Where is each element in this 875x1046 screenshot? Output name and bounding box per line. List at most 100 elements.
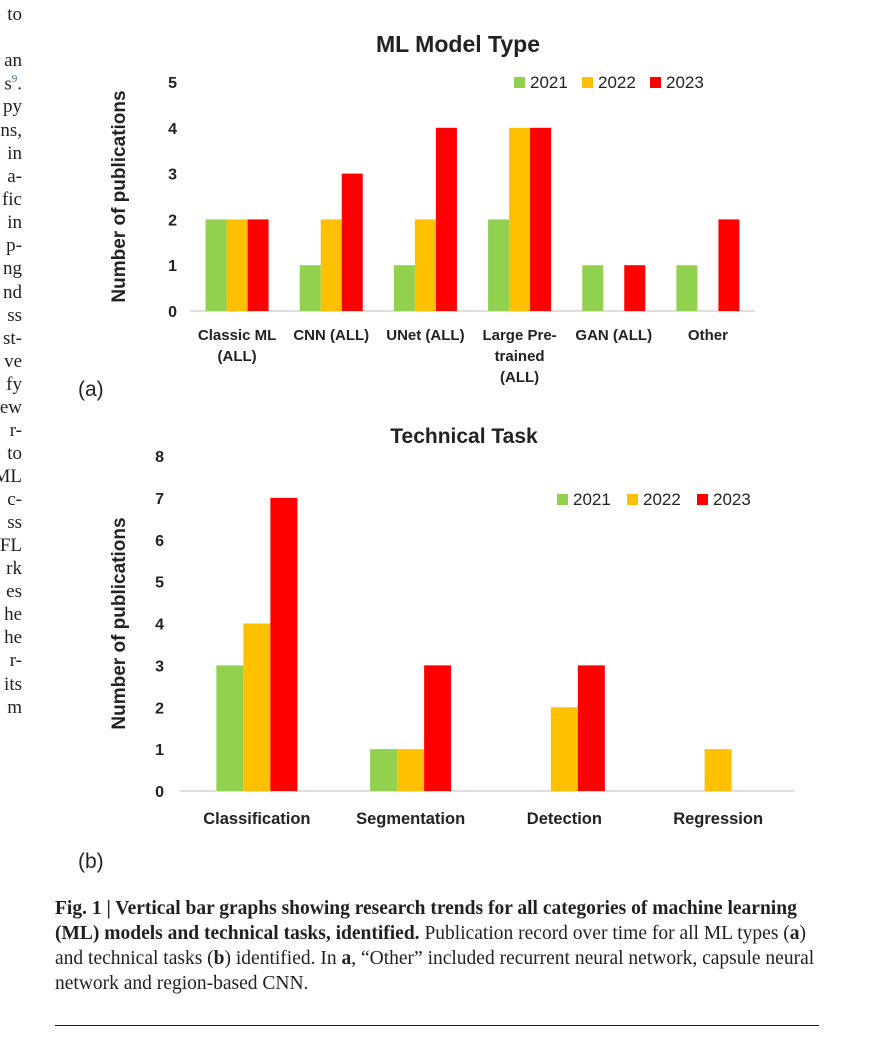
caption-rule xyxy=(55,1025,819,1026)
x-category-label: trained xyxy=(495,348,545,365)
bar-2021 xyxy=(370,749,398,791)
y-tick-label: 1 xyxy=(155,742,164,759)
y-tick-label: 5 xyxy=(155,575,164,592)
y-tick-label: 0 xyxy=(168,304,177,321)
x-category-label: (ALL) xyxy=(218,348,257,365)
x-category-label: Segmentation xyxy=(356,810,465,828)
left-text-fragment: rk xyxy=(6,558,22,579)
caption-ref-a: a xyxy=(789,923,800,944)
y-tick-label: 8 xyxy=(155,449,164,466)
y-axis-label: Number of publications xyxy=(109,517,130,729)
bar-2022 xyxy=(509,127,531,311)
bar-2023 xyxy=(247,219,269,311)
caption-ref-a2: a xyxy=(341,948,352,969)
legend-swatch-2022 xyxy=(627,494,638,505)
bar-2021 xyxy=(393,265,415,311)
bar-2021 xyxy=(582,265,604,311)
x-category-label: Detection xyxy=(527,810,602,828)
left-text-fragment: es xyxy=(6,581,22,602)
left-text-fragment: r- xyxy=(9,650,22,671)
x-category-label: Regression xyxy=(673,810,763,828)
bar-2023 xyxy=(624,265,646,311)
left-text-fragment: py xyxy=(3,96,22,117)
bar-2021 xyxy=(676,265,698,311)
bar-2021 xyxy=(299,265,321,311)
y-tick-label: 6 xyxy=(155,533,164,550)
left-text-fragment: an xyxy=(4,50,22,71)
panel-label-a: (a) xyxy=(78,378,104,401)
bar-2021 xyxy=(488,219,510,311)
left-text-fragment: ss xyxy=(7,512,22,533)
figure-caption: Fig. 1 | Vertical bar graphs showing res… xyxy=(55,896,835,996)
legend-label: 2022 xyxy=(598,73,636,92)
left-text-fragment: to xyxy=(7,4,22,25)
bar-2021 xyxy=(205,219,227,311)
chart-title: Technical Task xyxy=(390,425,538,448)
bar-2023 xyxy=(270,497,298,791)
y-tick-label: 3 xyxy=(155,658,164,675)
left-text-fragment: ss xyxy=(7,305,22,326)
left-text-fragment: ng xyxy=(3,258,22,279)
bar-2021 xyxy=(216,665,244,791)
legend-swatch-2023 xyxy=(650,77,661,88)
x-category-label: Other xyxy=(688,327,728,344)
legend-swatch-2022 xyxy=(582,77,593,88)
x-category-label: Classic ML xyxy=(198,327,276,344)
bar-2022 xyxy=(397,749,425,791)
bar-2022 xyxy=(550,707,578,791)
bar-2023 xyxy=(424,665,452,791)
left-text-fragment: in xyxy=(7,143,22,164)
legend-swatch-2021 xyxy=(557,494,568,505)
caption-text-4: , “Other” included recurrent neural netw… xyxy=(55,948,815,994)
y-tick-label: 4 xyxy=(155,617,164,634)
left-text-fragment: to xyxy=(7,443,22,464)
x-category-label: CNN (ALL) xyxy=(293,327,369,344)
bar-2022 xyxy=(243,623,271,791)
y-tick-label: 2 xyxy=(168,212,177,229)
legend-label: 2021 xyxy=(530,73,568,92)
left-column-text: to an s9. py ns, in a-fic in p-ng nd ss st-ve fy ew r-… xyxy=(0,0,40,1046)
chart-title: ML Model Type xyxy=(376,31,540,57)
y-tick-label: 0 xyxy=(155,784,164,801)
bar-2022 xyxy=(704,749,732,791)
left-text-fragment: c- xyxy=(7,489,22,510)
left-text-fragment: st- xyxy=(3,328,22,349)
left-text-fragment: in xyxy=(7,212,22,233)
chart-technical-task: Technical Task Number of publications 0 1 2 3… xyxy=(109,425,795,828)
caption-ref-b: b xyxy=(213,948,225,969)
left-text-fragment: ML xyxy=(0,466,22,487)
left-text-fragment: a- xyxy=(7,166,22,187)
legend-label: 2022 xyxy=(643,490,681,509)
left-text-fragment: fic xyxy=(1,189,22,210)
x-category-label: Large Pre- xyxy=(482,327,556,344)
left-text-fragment: p- xyxy=(6,235,22,256)
left-text-fragment: r- xyxy=(9,420,22,441)
y-axis-label: Number of publications xyxy=(109,90,130,302)
legend-label: 2023 xyxy=(666,73,704,92)
bar-2023 xyxy=(577,665,605,791)
bar-2023 xyxy=(435,127,457,311)
caption-text-3: ) identified. In xyxy=(224,948,342,969)
bar-2022 xyxy=(320,219,342,311)
y-tick-label: 7 xyxy=(155,491,164,508)
left-text-fragment: FL xyxy=(0,535,22,556)
left-text-fragment: ew xyxy=(0,397,22,418)
chart-ml-model-type: ML Model Type Number of publications 0 1 2 3 4… xyxy=(109,31,755,386)
x-category-label: GAN (ALL) xyxy=(575,327,652,344)
legend-label: 2021 xyxy=(573,490,611,509)
bar-2023 xyxy=(530,127,552,311)
y-tick-label: 5 xyxy=(168,75,177,92)
left-text-fragment: he xyxy=(4,627,22,648)
left-text-fragment: m xyxy=(7,697,22,718)
bar-2022 xyxy=(414,219,436,311)
caption-label: Fig. 1 | Vertical bar graphs showing res… xyxy=(55,898,797,944)
x-category-label: Classification xyxy=(203,810,310,828)
legend-swatch-2023 xyxy=(697,494,708,505)
x-category-label: (ALL) xyxy=(500,369,539,386)
y-tick-label: 4 xyxy=(168,121,177,138)
x-category-label: UNet (ALL) xyxy=(386,327,464,344)
bar-2023 xyxy=(718,219,740,311)
citation-superscript: 9 xyxy=(11,73,18,85)
caption-text-1: Publication record over time for all ML … xyxy=(419,923,790,944)
bar-2023 xyxy=(341,173,363,311)
